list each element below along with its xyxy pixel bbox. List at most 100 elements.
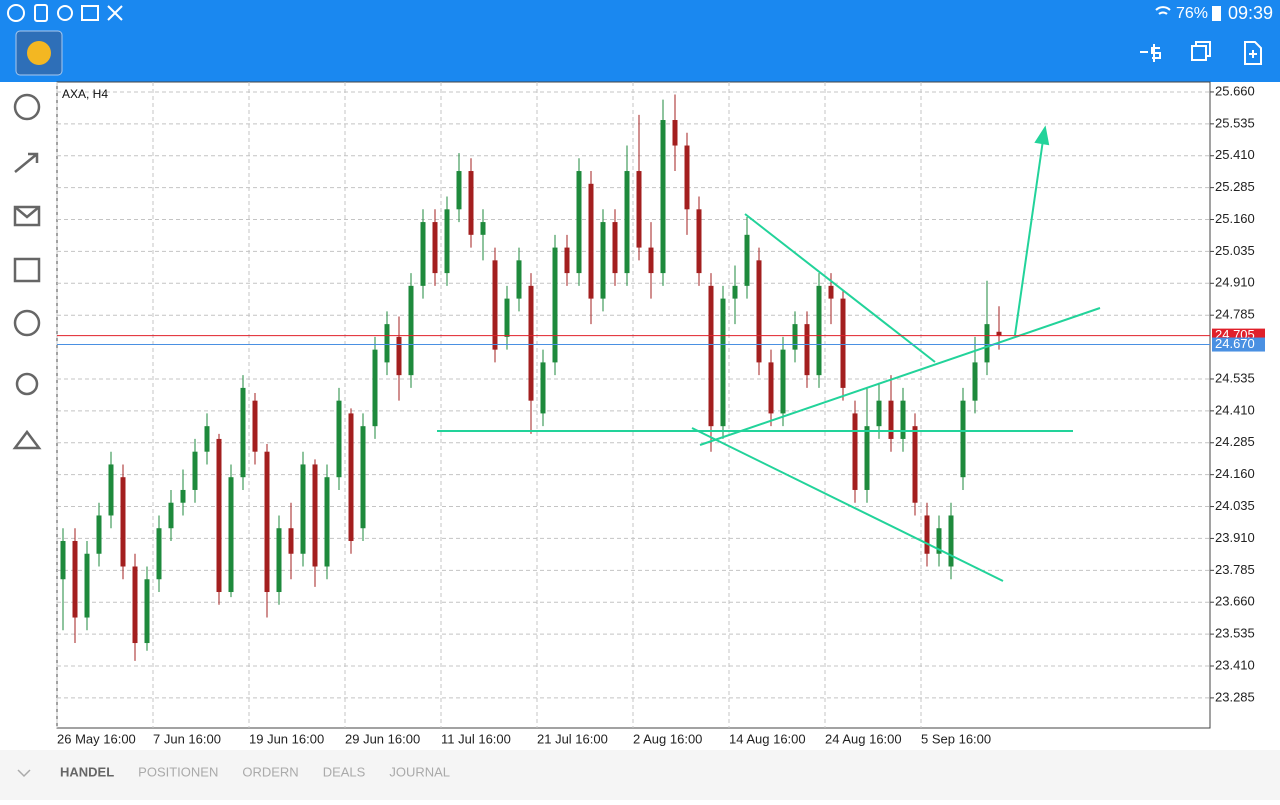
- news-icon[interactable]: [13, 257, 41, 283]
- candle-body: [240, 387, 246, 478]
- candle-body: [996, 331, 1002, 336]
- candle-body: [840, 298, 846, 388]
- x-tick-label: 7 Jun 16:00: [153, 731, 221, 746]
- candle-body: [588, 183, 594, 299]
- y-tick-label: 25.035: [1215, 243, 1255, 258]
- candle-body: [876, 400, 882, 427]
- candle-body: [132, 566, 138, 644]
- candle-body: [828, 285, 834, 299]
- y-tick-label: 24.535: [1215, 370, 1255, 385]
- tab[interactable]: ORDERN: [242, 764, 298, 779]
- candle-body: [336, 400, 342, 478]
- candle-body: [264, 451, 270, 593]
- candle-body: [780, 349, 786, 414]
- sidebar: [0, 82, 56, 750]
- chart-title: AXA, H4: [62, 87, 108, 101]
- candle-body: [756, 260, 762, 363]
- x-tick-label: 29 Jun 16:00: [345, 731, 420, 746]
- y-tick-label: 23.535: [1215, 626, 1255, 641]
- candle-body: [960, 400, 966, 478]
- tab[interactable]: DEALS: [323, 764, 366, 779]
- y-tick-label: 23.285: [1215, 689, 1255, 704]
- tab[interactable]: JOURNAL: [389, 764, 450, 779]
- candle-body: [420, 222, 426, 286]
- candle-body: [696, 209, 702, 274]
- rising-line: [699, 307, 1101, 446]
- chat-icon[interactable]: [13, 309, 41, 337]
- y-tick-label: 23.660: [1215, 594, 1255, 609]
- y-tick-label: 25.410: [1215, 147, 1255, 162]
- candle-body: [576, 171, 582, 274]
- candle-body: [672, 120, 678, 146]
- candle-body: [816, 285, 822, 376]
- candle-body: [864, 426, 870, 490]
- candle-body: [384, 324, 390, 363]
- candles: [60, 94, 1002, 661]
- candle-body: [948, 515, 954, 567]
- candle-body: [72, 540, 78, 618]
- candle-body: [276, 528, 282, 593]
- candle-body: [444, 209, 450, 274]
- trade-nav-icon[interactable]: [14, 152, 39, 173]
- candle-body: [720, 298, 726, 427]
- y-tick-label: 24.285: [1215, 434, 1255, 449]
- candle-body: [612, 222, 618, 274]
- candle-body: [60, 540, 66, 580]
- ask-label: 24.670: [1215, 336, 1255, 351]
- candle-body: [768, 362, 774, 414]
- candle-body: [540, 362, 546, 414]
- candle-body: [480, 222, 486, 235]
- candle-body: [468, 171, 474, 235]
- tab[interactable]: HANDEL: [60, 764, 114, 779]
- tab[interactable]: POSITIONEN: [138, 764, 218, 779]
- candle-body: [156, 528, 162, 580]
- new-chart-icon[interactable]: [1244, 41, 1262, 65]
- candle-body: [732, 285, 738, 299]
- candle-body: [204, 426, 210, 452]
- candle-body: [396, 336, 402, 376]
- candle-body: [972, 362, 978, 401]
- candle-body: [528, 285, 534, 401]
- upper-wedge-line: [744, 213, 936, 363]
- candle-body: [348, 413, 354, 541]
- arrow-head: [1034, 125, 1050, 146]
- candle-body: [636, 171, 642, 248]
- x-tick-label: 5 Sep 16:00: [921, 731, 991, 746]
- settings-icon[interactable]: [15, 372, 39, 396]
- mail-icon[interactable]: [13, 205, 41, 227]
- y-tick-label: 25.535: [1215, 115, 1255, 130]
- community-icon[interactable]: [12, 429, 42, 450]
- target-arrow: [1014, 139, 1044, 336]
- y-tick-label: 24.160: [1215, 466, 1255, 481]
- collapse-icon[interactable]: [17, 769, 31, 778]
- y-tick-label: 25.660: [1215, 83, 1255, 98]
- candle-body: [180, 489, 186, 503]
- battery-icon: [1212, 6, 1221, 21]
- y-tick-label: 24.910: [1215, 275, 1255, 290]
- candle-body: [144, 579, 150, 644]
- quotes-icon[interactable]: [13, 93, 41, 121]
- trade-icon[interactable]: [1140, 44, 1161, 62]
- lower-wedge-line: [691, 427, 1004, 582]
- x-tick-label: 26 May 16:00: [57, 731, 136, 746]
- drawn-trendlines: [437, 125, 1101, 582]
- candle-body: [660, 120, 666, 274]
- candle-body: [792, 324, 798, 350]
- candle-body: [108, 464, 114, 516]
- x-tick-label: 2 Aug 16:00: [633, 731, 702, 746]
- app-bar: [0, 0, 1280, 82]
- candle-body: [744, 234, 750, 286]
- y-tick-label: 25.285: [1215, 179, 1255, 194]
- candle-body: [852, 413, 858, 490]
- y-tick-label: 23.410: [1215, 657, 1255, 672]
- candle-body: [624, 171, 630, 274]
- y-tick-label: 24.410: [1215, 402, 1255, 417]
- candle-body: [216, 438, 222, 593]
- candle-body: [936, 528, 942, 554]
- ask-tag: [1212, 337, 1265, 352]
- candle-body: [600, 222, 606, 299]
- candle-body: [252, 400, 258, 452]
- candle-body: [372, 349, 378, 427]
- windows-icon[interactable]: [1191, 45, 1207, 61]
